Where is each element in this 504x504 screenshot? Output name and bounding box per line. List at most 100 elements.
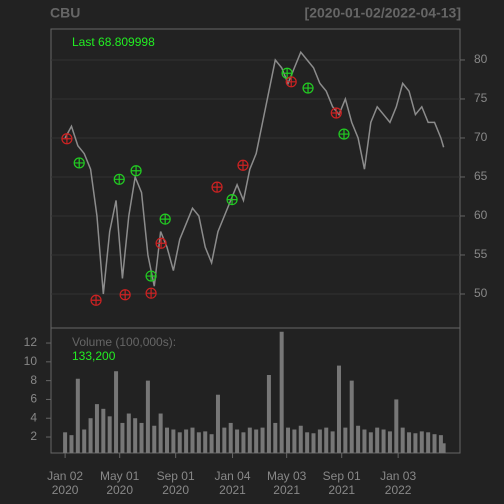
marker-cross bbox=[146, 271, 157, 282]
marker-cross bbox=[282, 68, 293, 79]
volume-bar bbox=[273, 422, 278, 453]
signal-marker bbox=[145, 287, 157, 299]
marker-cross bbox=[74, 157, 85, 168]
marker-cross bbox=[61, 133, 72, 144]
volume-bar bbox=[82, 429, 87, 453]
volume-bar bbox=[114, 371, 119, 453]
x-tick-label: Jan 03 2022 bbox=[380, 469, 417, 497]
marker-cross bbox=[227, 194, 238, 205]
x-tick-label: Sep 01 2020 bbox=[156, 469, 195, 497]
volume-bar bbox=[94, 404, 99, 453]
signal-marker bbox=[130, 165, 142, 177]
volume-bar bbox=[165, 427, 170, 453]
signal-marker bbox=[145, 270, 157, 282]
marker-cross bbox=[286, 76, 297, 87]
marker-cross bbox=[146, 288, 157, 299]
marker-cross bbox=[160, 214, 171, 225]
y-tick-label: 55 bbox=[474, 247, 488, 261]
volume-bar bbox=[336, 365, 341, 453]
volume-bar bbox=[400, 427, 405, 453]
volume-bar bbox=[356, 425, 361, 453]
y-tick-label: 6 bbox=[30, 392, 37, 406]
volume-bar bbox=[279, 331, 284, 453]
volume-bar bbox=[145, 380, 150, 453]
price-line bbox=[64, 50, 445, 295]
volume-last: 133,200 bbox=[72, 349, 116, 363]
last-price: Last 68.809998 bbox=[72, 35, 155, 49]
y-tick-label: 75 bbox=[474, 91, 488, 105]
volume-bar bbox=[419, 431, 424, 453]
volume-bar bbox=[407, 432, 412, 453]
y-tick-label: 60 bbox=[474, 208, 488, 222]
volume-bar bbox=[438, 435, 443, 453]
x-tick-label: May 01 2020 bbox=[100, 469, 140, 497]
y-tick-label: 50 bbox=[474, 286, 488, 300]
marker-cross bbox=[237, 160, 248, 171]
volume-bar bbox=[375, 427, 380, 453]
y-tick-label: 80 bbox=[474, 52, 488, 66]
volume-bar bbox=[441, 443, 446, 453]
volume-bar bbox=[349, 380, 354, 453]
signal-marker bbox=[237, 159, 249, 171]
volume-bar bbox=[177, 432, 182, 453]
volume-bar bbox=[368, 432, 373, 453]
signal-marker bbox=[226, 194, 238, 206]
volume-bar bbox=[209, 434, 214, 453]
signal-marker bbox=[113, 173, 125, 185]
marker-cross bbox=[303, 83, 314, 94]
volume-bar bbox=[203, 431, 208, 453]
volume-bar bbox=[387, 431, 392, 453]
volume-bar bbox=[126, 413, 131, 453]
volume-bar bbox=[196, 432, 201, 453]
marker-cross bbox=[212, 182, 223, 193]
volume-bar bbox=[286, 427, 291, 453]
volume-bar bbox=[228, 422, 233, 453]
volume-bar bbox=[260, 427, 265, 453]
volume-bar bbox=[381, 429, 386, 453]
volume-bar bbox=[171, 429, 176, 453]
marker-cross bbox=[131, 165, 142, 176]
volume-bar bbox=[241, 432, 246, 453]
signal-marker bbox=[302, 82, 314, 94]
marker-cross bbox=[331, 108, 342, 119]
volume-bar bbox=[152, 425, 157, 453]
chart-subtitle: [2020-01-02/2022-04-13] bbox=[305, 5, 461, 21]
chart-title: CBU bbox=[50, 5, 80, 21]
volume-label: Volume (100,000s): bbox=[72, 335, 176, 349]
x-tick-label: May 03 2021 bbox=[266, 469, 307, 497]
signal-marker bbox=[211, 181, 223, 193]
y-tick-label: 70 bbox=[474, 130, 488, 144]
marker-cross bbox=[156, 238, 167, 249]
signal-marker bbox=[61, 133, 73, 145]
volume-bar bbox=[343, 427, 348, 453]
volume-bar bbox=[266, 374, 271, 453]
signal-marker bbox=[338, 128, 350, 140]
volume-bar bbox=[362, 429, 367, 453]
marker-cross bbox=[338, 129, 349, 140]
y-tick-label: 65 bbox=[474, 169, 488, 183]
volume-bar bbox=[63, 432, 68, 453]
volume-bar bbox=[120, 422, 125, 453]
signal-marker bbox=[159, 213, 171, 225]
volume-bar bbox=[235, 429, 240, 453]
volume-bar bbox=[305, 432, 310, 453]
volume-bar bbox=[133, 418, 138, 453]
x-tick-label: Jan 02 2020 bbox=[47, 469, 84, 497]
volume-bar bbox=[413, 433, 418, 453]
volume-bar bbox=[139, 422, 144, 453]
volume-bar bbox=[330, 431, 335, 453]
y-tick-label: 12 bbox=[24, 335, 38, 349]
signal-marker bbox=[330, 107, 342, 119]
volume-bar bbox=[254, 429, 259, 453]
y-tick-label: 2 bbox=[30, 429, 37, 443]
volume-bar bbox=[311, 433, 316, 453]
volume-bar bbox=[247, 427, 252, 453]
volume-bar bbox=[190, 427, 195, 453]
x-tick-label: Sep 01 2021 bbox=[322, 469, 361, 497]
volume-bar bbox=[184, 429, 189, 453]
volume-bar bbox=[426, 432, 431, 453]
marker-cross bbox=[91, 295, 102, 306]
volume-bar bbox=[75, 378, 80, 453]
marker-cross bbox=[114, 174, 125, 185]
